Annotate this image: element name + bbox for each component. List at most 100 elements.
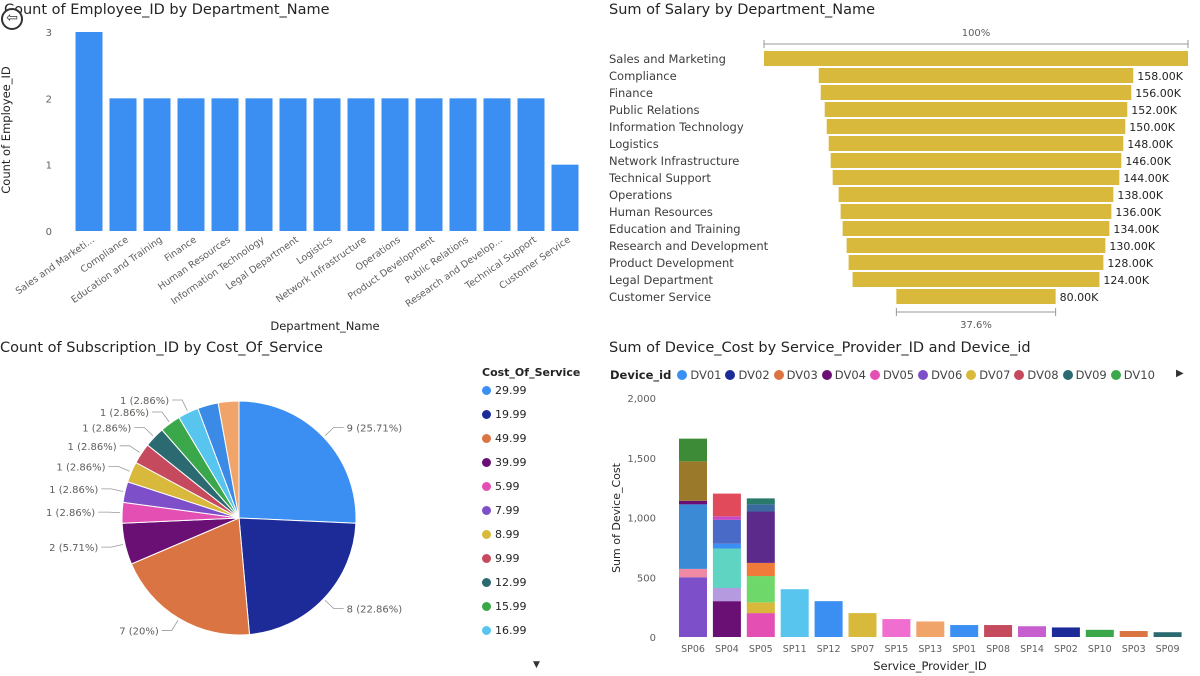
stack-segment bbox=[746, 562, 775, 577]
back-arrow-icon[interactable]: ⇦ bbox=[1, 8, 23, 30]
category-label: Network Infrastructure bbox=[609, 154, 739, 168]
stack-segment bbox=[746, 511, 775, 563]
bar bbox=[75, 32, 103, 231]
legend-dot bbox=[1014, 370, 1025, 380]
stack-segment bbox=[814, 601, 843, 637]
bar bbox=[449, 98, 477, 231]
legend-label: DV05 bbox=[882, 368, 915, 382]
bar bbox=[313, 98, 341, 231]
legend-dot bbox=[482, 626, 491, 635]
chart-title: Count of Subscription_ID by Cost_Of_Serv… bbox=[0, 340, 323, 356]
slice-label: 1 (2.86%) bbox=[46, 508, 95, 519]
value-label: 128.00K bbox=[1107, 257, 1153, 270]
legend-item[interactable]: DV04 bbox=[821, 368, 866, 382]
funnel-bar bbox=[818, 68, 1134, 83]
legend-label: 12.99 bbox=[495, 576, 527, 589]
slice-label: 2 (5.71%) bbox=[49, 543, 98, 554]
category-label: Legal Department bbox=[609, 273, 714, 287]
stack-segment bbox=[679, 438, 707, 462]
stack-segment bbox=[1119, 631, 1148, 637]
salary-funnel-svg: 100% Sales and Marketing Compliance 158.00K… bbox=[608, 28, 1189, 331]
slice-label: 1 (2.86%) bbox=[56, 463, 105, 474]
legend-dot bbox=[966, 370, 977, 380]
legend-label: DV01 bbox=[690, 368, 722, 382]
y-tick-label: 1,500 bbox=[627, 454, 656, 465]
employee-count-chart[interactable]: Count of Employee_ID by Department_Name … bbox=[0, 0, 596, 338]
salary-funnel-chart[interactable]: Sum of Salary by Department_Name 100% Sal… bbox=[600, 0, 1200, 338]
legend-item[interactable]: DV05 bbox=[869, 368, 915, 382]
value-label: 146.00K bbox=[1125, 155, 1171, 168]
legend-dot bbox=[677, 370, 688, 380]
legend-item[interactable]: DV06 bbox=[918, 368, 962, 382]
legend-dot bbox=[482, 554, 491, 563]
value-label: 152.00K bbox=[1131, 104, 1177, 117]
stack-segment bbox=[712, 543, 741, 549]
funnel-bar bbox=[830, 153, 1122, 168]
funnel-bar bbox=[764, 51, 1188, 66]
stack-segment bbox=[712, 493, 741, 517]
legend-item[interactable]: DV07 bbox=[966, 368, 1010, 382]
y-axis-label: Count of Employee_ID bbox=[0, 66, 13, 194]
slice-label: 1 (2.86%) bbox=[120, 396, 169, 407]
slice-label: 7 (20%) bbox=[119, 626, 159, 637]
category-label: Logistics bbox=[609, 137, 659, 151]
chart-title: Sum of Salary by Department_Name bbox=[609, 2, 876, 18]
pie-slice bbox=[238, 400, 357, 524]
legend-next-icon[interactable]: ▶ bbox=[1176, 368, 1184, 379]
funnel-bar bbox=[842, 221, 1110, 236]
pie-slice bbox=[130, 517, 251, 636]
x-axis-label: Service_Provider_ID bbox=[873, 659, 987, 673]
bar bbox=[109, 98, 137, 231]
x-tick-label: SP09 bbox=[1156, 644, 1180, 655]
x-tick-label: SP08 bbox=[986, 644, 1010, 655]
legend-label: DV09 bbox=[1075, 368, 1107, 382]
x-tick-label: SP15 bbox=[884, 644, 908, 655]
stack-segment bbox=[746, 576, 775, 603]
legend-dot bbox=[1062, 370, 1073, 380]
slice-label: 1 (2.86%) bbox=[82, 423, 131, 434]
funnel-bar bbox=[828, 136, 1124, 151]
category-label: Technical Support bbox=[608, 171, 711, 185]
legend-label: 19.99 bbox=[495, 408, 527, 421]
category-label: Sales and Marketing bbox=[609, 52, 726, 66]
x-tick-label: SP07 bbox=[851, 644, 875, 655]
legend-label: 7.99 bbox=[495, 504, 520, 517]
bar bbox=[551, 164, 579, 231]
funnel-bar bbox=[838, 187, 1114, 202]
funnel-bar bbox=[824, 102, 1128, 117]
pie-slice bbox=[217, 400, 240, 519]
legend-item[interactable]: DV02 bbox=[725, 368, 770, 382]
legend-item[interactable]: DV01 bbox=[677, 368, 721, 382]
x-tick-label: SP10 bbox=[1088, 644, 1112, 655]
legend-dot bbox=[482, 506, 491, 515]
legend-label: DV06 bbox=[931, 368, 963, 382]
legend-dot bbox=[725, 370, 736, 380]
slice-label: 1 (2.86%) bbox=[49, 485, 98, 496]
value-label: 136.00K bbox=[1115, 206, 1161, 219]
legend-item[interactable]: DV03 bbox=[773, 368, 818, 382]
legend-item[interactable]: DV09 bbox=[1062, 368, 1107, 382]
chart-title: Count of Employee_ID by Department_Name bbox=[4, 2, 330, 18]
subscription-pie-chart[interactable]: Count of Subscription_ID by Cost_Of_Serv… bbox=[0, 338, 596, 676]
legend-dot bbox=[482, 530, 491, 539]
x-tick-label: SP12 bbox=[817, 644, 841, 655]
legend-label: 29.99 bbox=[495, 384, 527, 397]
category-label: Public Relations bbox=[609, 103, 700, 117]
device-cost-svg: 0 500 1,000 1,500 2,000 Sum of Device_Cost SP0… bbox=[610, 394, 1182, 673]
stack-segment bbox=[950, 625, 979, 637]
bar bbox=[517, 98, 545, 231]
value-label: 80.00K bbox=[1060, 291, 1099, 304]
device-cost-chart[interactable]: Sum of Device_Cost by Service_Provider_I… bbox=[600, 338, 1200, 676]
stack-segment bbox=[1018, 626, 1046, 637]
value-label: 130.00K bbox=[1109, 240, 1155, 253]
y-tick-label: 0 bbox=[46, 227, 52, 238]
funnel-bar bbox=[852, 272, 1100, 287]
y-tick-label: 1,000 bbox=[627, 514, 656, 525]
legend-item[interactable]: DV10 bbox=[1110, 368, 1155, 382]
legend-item[interactable]: DV08 bbox=[1014, 368, 1059, 382]
bar bbox=[143, 98, 171, 231]
pie-slice bbox=[238, 517, 357, 636]
y-axis-label: Sum of Device_Cost bbox=[610, 462, 623, 573]
legend-scroll-down-icon[interactable]: ▼ bbox=[533, 660, 540, 670]
bar bbox=[415, 98, 443, 231]
